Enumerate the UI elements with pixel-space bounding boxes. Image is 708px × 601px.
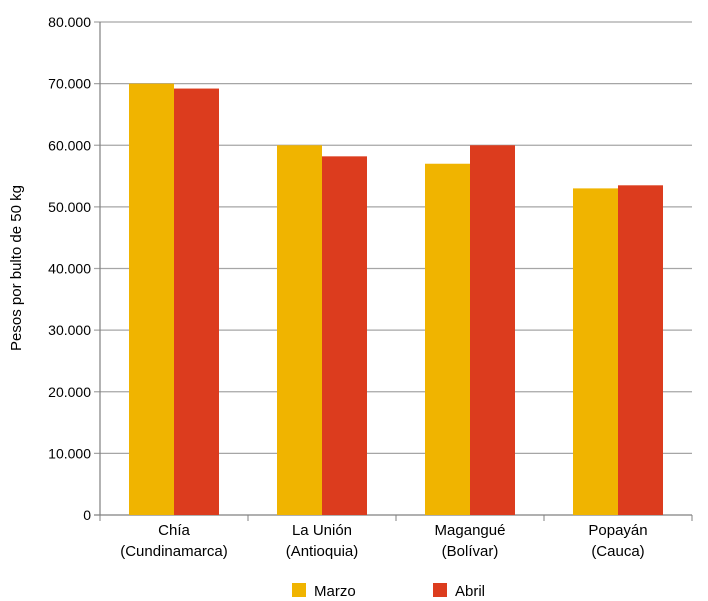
y-tick-label: 20.000 bbox=[48, 384, 91, 400]
x-tick-label: Magangué bbox=[435, 522, 506, 539]
legend-swatch-abril bbox=[433, 583, 447, 597]
y-tick-label: 40.000 bbox=[48, 261, 91, 277]
bar-marzo bbox=[425, 163, 470, 516]
x-tick-label: La Unión bbox=[292, 522, 352, 539]
y-axis-label: Pesos por bulto de 50 kg bbox=[8, 185, 25, 351]
bar-marzo bbox=[129, 83, 174, 515]
bars bbox=[129, 83, 663, 516]
bar-abril bbox=[174, 88, 219, 516]
bar-marzo bbox=[277, 145, 322, 515]
bar-marzo bbox=[573, 188, 618, 515]
bar-abril bbox=[618, 185, 663, 515]
legend: Marzo Abril bbox=[292, 583, 485, 600]
x-tick-label: Chía bbox=[158, 522, 190, 539]
y-tick-label: 80.000 bbox=[48, 14, 91, 30]
x-tick-label: (Cauca) bbox=[591, 543, 644, 560]
x-axis: Chía (Cundinamarca) La Unión (Antioquia) Mag… bbox=[99, 515, 693, 560]
y-tick-label: 70.000 bbox=[48, 76, 91, 92]
legend-swatch-marzo bbox=[292, 583, 306, 597]
legend-label-marzo: Marzo bbox=[314, 583, 356, 600]
y-tick-label: 30.000 bbox=[48, 322, 91, 338]
x-tick-label: Popayán bbox=[588, 522, 647, 539]
y-tick-label: 60.000 bbox=[48, 137, 91, 153]
legend-label-abril: Abril bbox=[455, 583, 485, 600]
bar-abril bbox=[322, 156, 367, 515]
x-tick-label: (Antioquia) bbox=[286, 543, 359, 560]
y-tick-label: 0 bbox=[83, 507, 91, 523]
x-tick-label: (Bolívar) bbox=[442, 543, 499, 560]
x-tick-label: (Cundinamarca) bbox=[120, 543, 228, 560]
y-tick-label: 10.000 bbox=[48, 445, 91, 461]
y-axis: 0 10.000 20.000 30.000 40.000 50.000 60.000 70.… bbox=[48, 14, 101, 523]
y-tick-label: 50.000 bbox=[48, 199, 91, 215]
bar-abril bbox=[470, 145, 515, 515]
